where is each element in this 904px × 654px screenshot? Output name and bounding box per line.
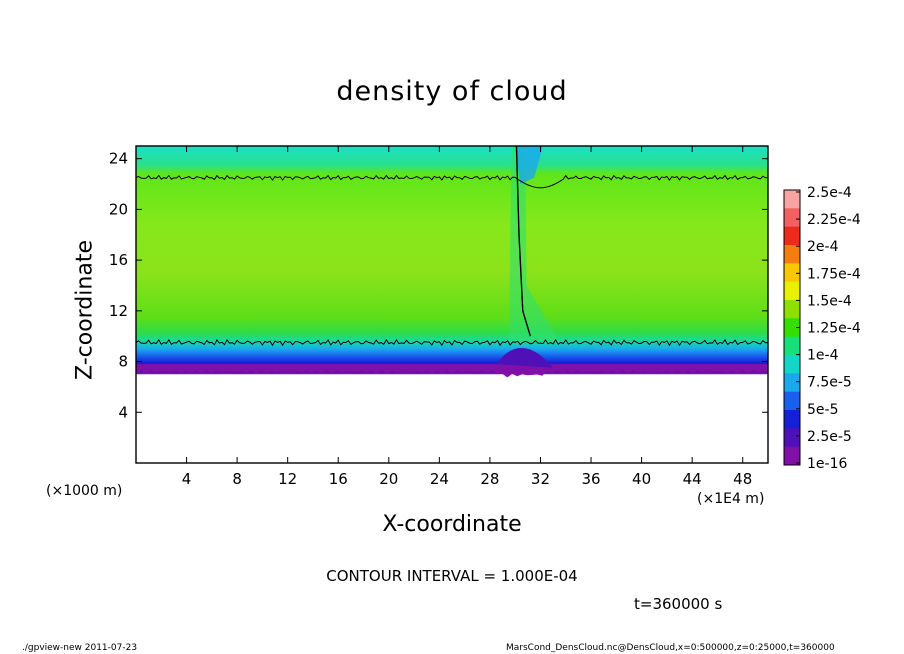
contour-interval-label: CONTOUR INTERVAL = 1.000E-04 [326, 567, 578, 585]
plume-top [515, 146, 544, 185]
cloud-base-edge [136, 364, 768, 378]
colorbar-swatch [784, 336, 800, 356]
x-tick-label: 40 [632, 470, 651, 488]
y-tick-label: 20 [109, 200, 128, 218]
colorbar-label: 1.25e-4 [807, 321, 861, 337]
plot-area [136, 146, 768, 378]
colorbar: 2.5e-4 2.25e-4 2e-4 1.75e-4 1.5e-4 1.25e-4 1e-… [783, 185, 861, 472]
colorbar-swatch [784, 208, 800, 228]
colorbar-swatch [784, 190, 800, 209]
density-field [136, 146, 768, 375]
colorbar-swatch [784, 391, 800, 411]
colorbar-swatch [784, 245, 800, 264]
y-tick-label: 16 [109, 251, 128, 269]
colorbar-swatch [784, 373, 800, 393]
plume-contour [515, 146, 532, 337]
x-tick-label: 28 [480, 470, 499, 488]
contour-line [136, 338, 768, 347]
chart-title: density of cloud [336, 76, 568, 107]
colorbar-label: 1.5e-4 [807, 293, 852, 309]
colorbar-label: 2.5e-4 [807, 185, 852, 201]
x-tick-label: 4 [182, 470, 192, 488]
x-unit-label-secondary: (×1E4 m) [697, 491, 765, 507]
colorbar-swatch [784, 281, 800, 301]
x-unit-label: (×1000 m) [46, 483, 123, 499]
colorbar-swatch [784, 300, 800, 319]
plot-frame [135, 145, 769, 464]
colorbar-swatch [784, 446, 800, 466]
colorbar-swatch [784, 410, 800, 429]
x-tick-label: 16 [329, 470, 348, 488]
footer-right-text: MarsCond_DensCloud.nc@DensCloud,x=0:5000… [506, 643, 835, 653]
x-tick-label: 8 [232, 470, 242, 488]
contour-line [136, 174, 768, 189]
colorbar-swatch [784, 263, 800, 283]
x-tick-label: 24 [430, 470, 449, 488]
x-tick-label: 32 [531, 470, 550, 488]
y-tick-label: 24 [109, 150, 128, 168]
colorbar-label: 2e-4 [807, 239, 839, 255]
x-tick-label: 48 [733, 470, 752, 488]
footer-left-text: ./gpview-new 2011-07-23 [22, 643, 138, 653]
y-axis-label: Z-coordinate [72, 240, 98, 380]
colorbar-label: 1e-4 [807, 348, 839, 364]
colorbar-label: 5e-5 [807, 402, 838, 418]
colorbar-label: 1.75e-4 [807, 266, 861, 282]
colorbar-swatch [784, 226, 800, 246]
colorbar-swatch [784, 355, 800, 374]
plume-base [496, 347, 554, 368]
y-tick-label: 12 [109, 302, 128, 320]
colorbar-swatch [784, 428, 800, 448]
colorbar-swatch [784, 318, 800, 338]
colorbar-label: 1e-16 [807, 456, 847, 472]
colorbar-label: 2.5e-5 [807, 429, 852, 445]
x-tick-label: 36 [581, 470, 600, 488]
colorbar-label: 7.5e-5 [807, 375, 852, 391]
colorbar-label: 2.25e-4 [807, 212, 861, 228]
x-tick-label: 12 [278, 470, 297, 488]
time-label: t=360000 s [634, 595, 723, 613]
x-tick-label: 20 [379, 470, 398, 488]
x-tick-label: 44 [683, 470, 702, 488]
x-axis-label: X-coordinate [382, 512, 522, 537]
y-tick-label: 8 [118, 353, 128, 371]
y-tick-label: 4 [118, 403, 128, 421]
